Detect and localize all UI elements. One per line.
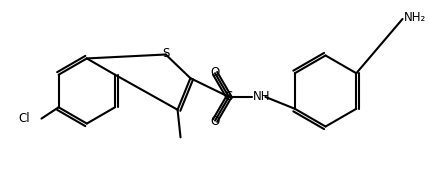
Text: O: O bbox=[211, 115, 220, 128]
Text: S: S bbox=[225, 90, 233, 103]
Text: Cl: Cl bbox=[18, 112, 30, 125]
Text: O: O bbox=[211, 66, 220, 79]
Text: NH₂: NH₂ bbox=[404, 11, 426, 25]
Text: S: S bbox=[162, 47, 169, 60]
Text: NH: NH bbox=[253, 90, 270, 103]
